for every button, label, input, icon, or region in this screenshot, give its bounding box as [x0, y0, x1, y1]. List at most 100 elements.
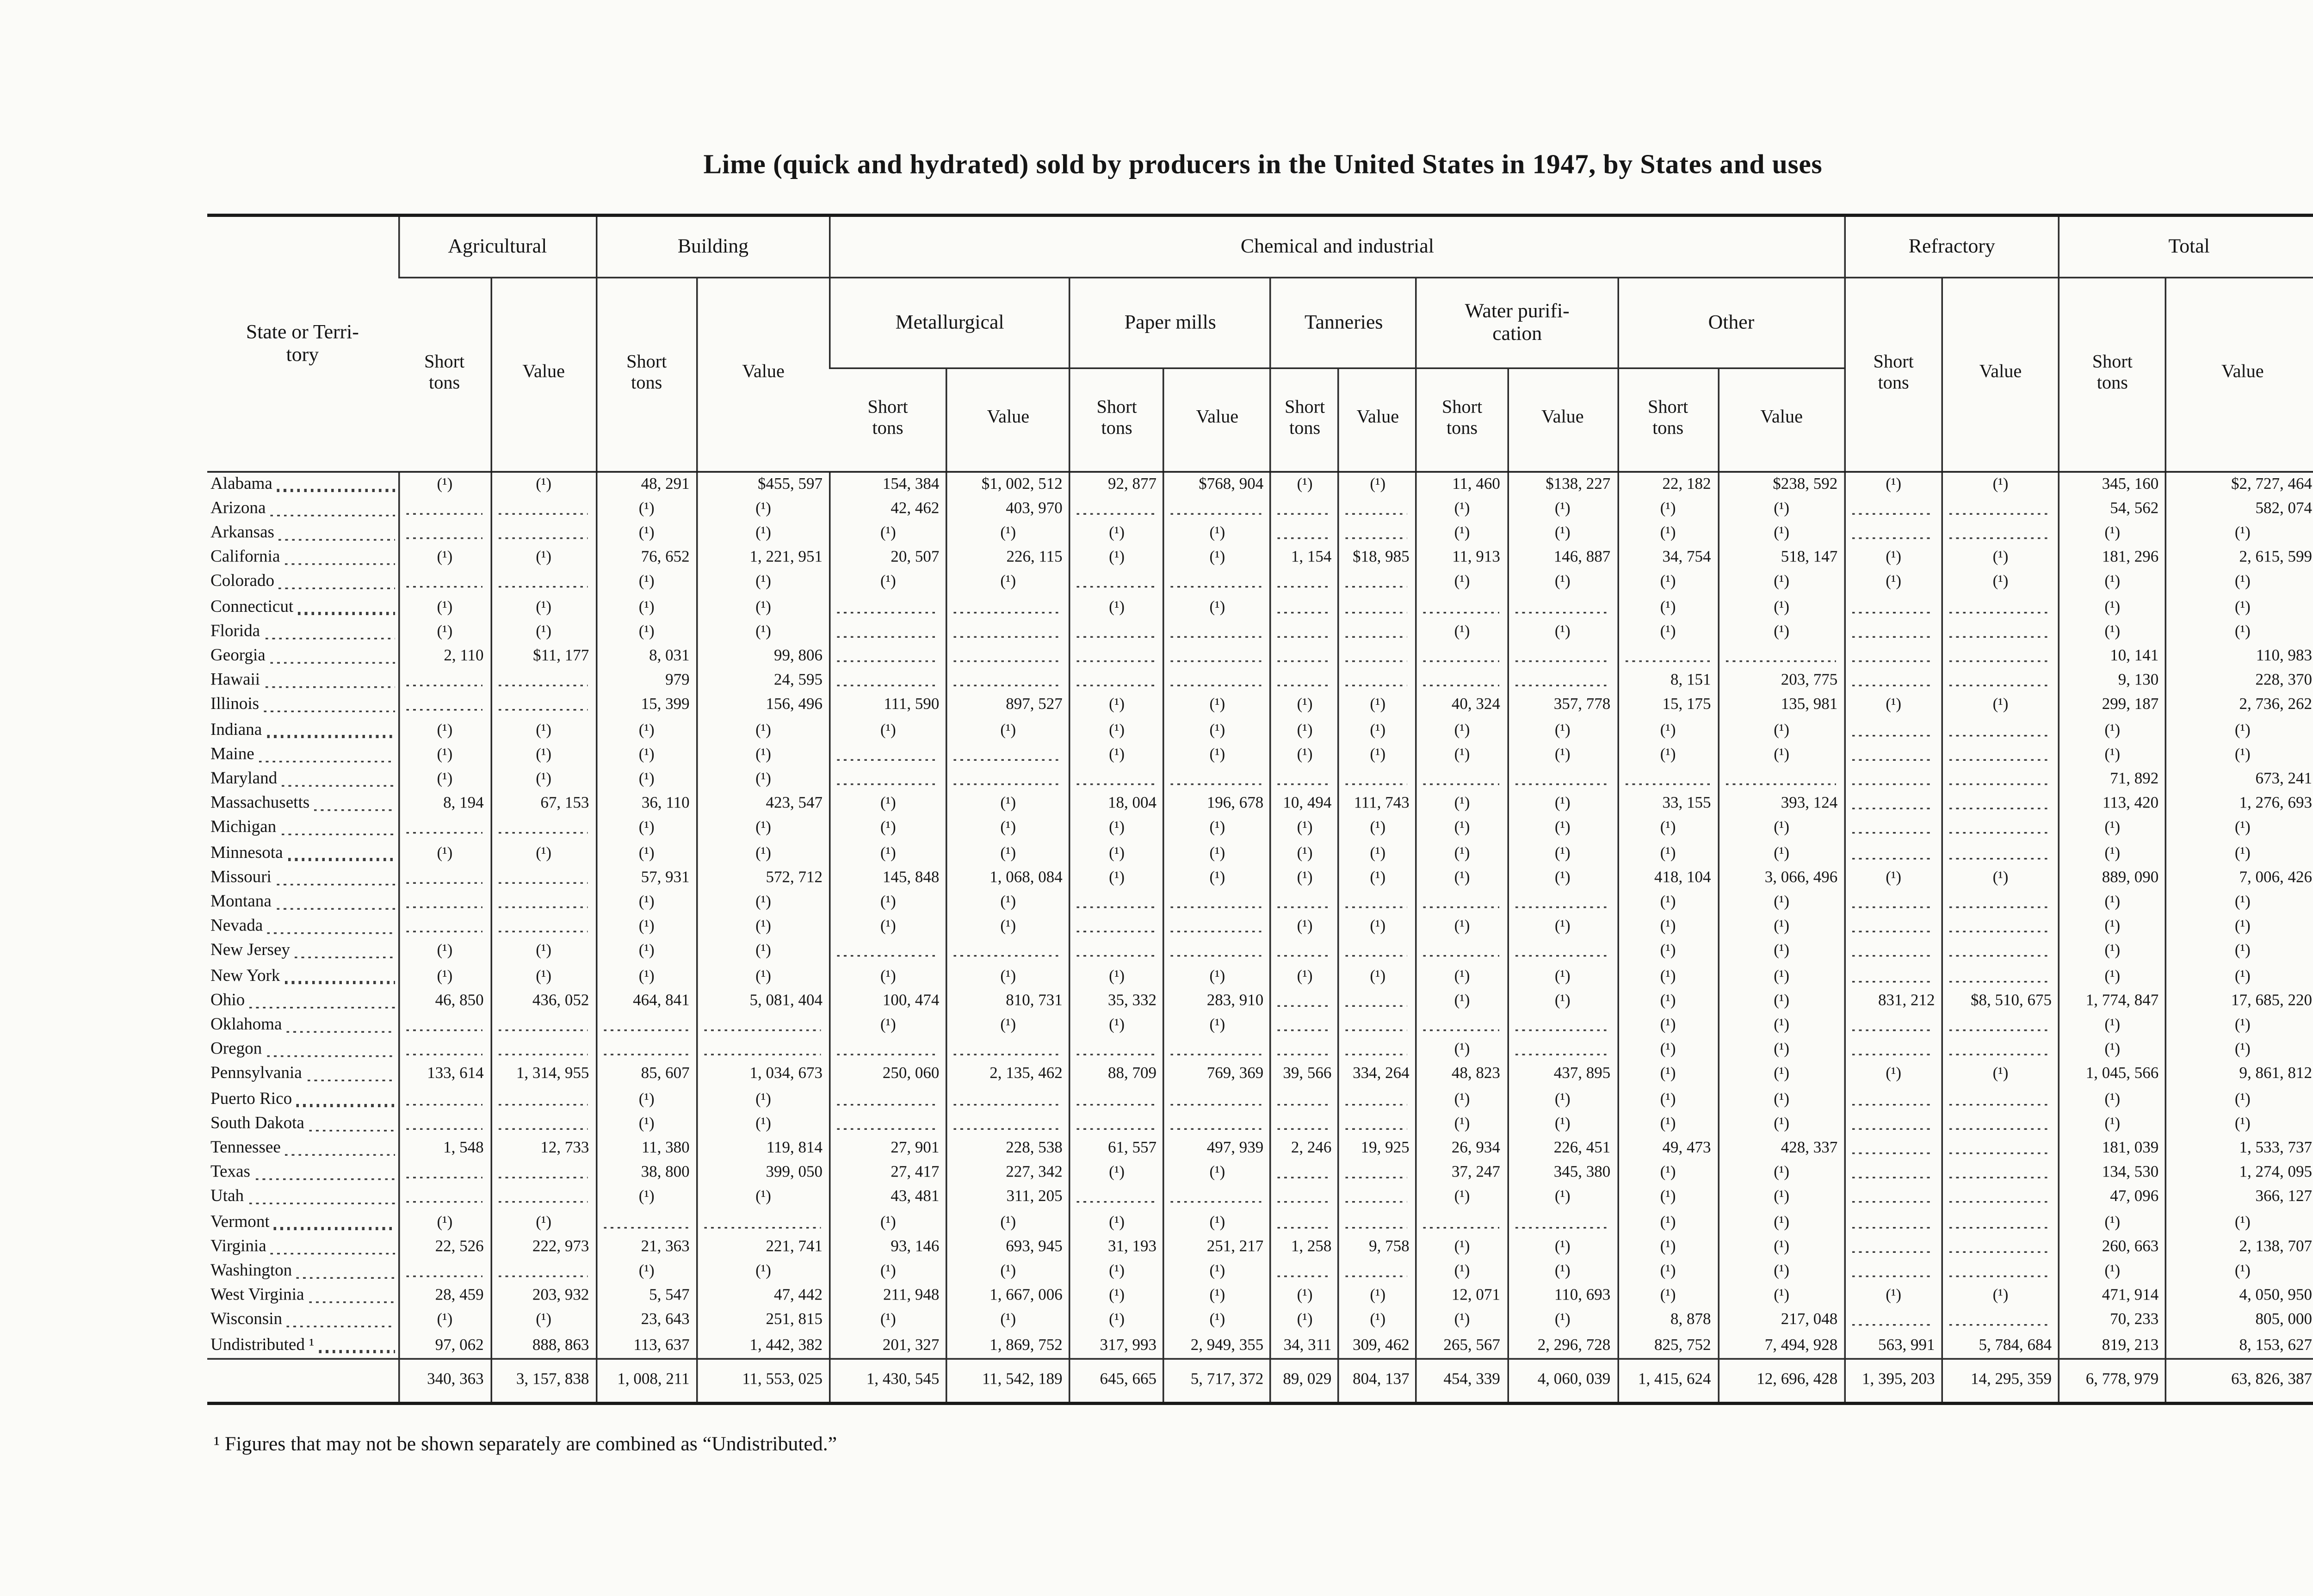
refractory-short-tons-header: Short tons [1844, 277, 1942, 472]
data-cell [1941, 939, 2059, 964]
data-cell: (¹) [696, 521, 830, 546]
state-label: West Virginia [210, 1287, 304, 1305]
data-cell [1941, 1259, 2059, 1284]
data-cell: 92, 877 [1069, 471, 1164, 497]
data-cell: 563, 991 [1844, 1333, 1942, 1359]
data-cell [946, 668, 1070, 694]
data-cell: (¹) [595, 1259, 697, 1284]
state-cell: Massachusetts [207, 792, 399, 816]
data-cell: (¹) [1270, 964, 1339, 989]
data-cell: (¹) [946, 890, 1070, 915]
dot-leader [298, 612, 395, 615]
data-cell [1416, 767, 1508, 792]
dot-leader [277, 489, 395, 492]
data-cell [1338, 496, 1417, 521]
data-cell: (¹) [490, 1210, 597, 1235]
data-cell: 805, 000 [2165, 1308, 2313, 1333]
state-cell: Nevada [207, 915, 399, 939]
data-cell [1617, 767, 1719, 792]
data-cell: (¹) [1617, 742, 1719, 767]
data-cell: (¹) [1416, 915, 1508, 940]
data-cell: (¹) [1270, 816, 1339, 841]
data-cell: 6, 778, 979 [2058, 1357, 2166, 1405]
data-cell [397, 1013, 491, 1038]
data-cell: (¹) [1338, 816, 1417, 841]
data-cell: (¹) [1163, 1284, 1271, 1309]
data-cell: 1, 774, 847 [2058, 988, 2166, 1013]
data-cell [946, 644, 1070, 669]
data-cell: 47, 096 [2058, 1185, 2166, 1210]
data-cell: (¹) [595, 521, 697, 546]
state-label: Pennsylvania [210, 1066, 302, 1084]
data-cell: (¹) [1069, 545, 1164, 571]
data-cell: (¹) [1338, 471, 1417, 497]
data-cell [397, 668, 491, 694]
data-cell [1941, 718, 2059, 743]
data-cell: (¹) [1717, 1259, 1845, 1284]
data-cell: 54, 562 [2058, 496, 2166, 521]
data-cell: (¹) [1416, 718, 1508, 743]
data-cell [1163, 890, 1271, 915]
state-cell: Washington [207, 1259, 399, 1284]
data-cell [1506, 939, 1618, 964]
data-cell [397, 1161, 491, 1186]
table-row: Arizona (¹) (¹) 42, 462 403, 970 (¹) (¹) (¹) (¹)… [207, 496, 2313, 521]
table-row: Puerto Rico (¹) (¹) (¹) (¹) (¹) (¹) (¹) (¹) [207, 1087, 2313, 1112]
table-row: Vermont (¹) (¹) (¹) (¹) (¹) (¹) (¹) (¹) (¹) (¹) [207, 1210, 2313, 1235]
data-cell [1941, 1234, 2059, 1259]
data-cell [829, 767, 947, 792]
data-cell: (¹) [595, 841, 697, 866]
data-cell [1941, 1308, 2059, 1333]
data-cell: 2, 949, 355 [1163, 1333, 1271, 1359]
data-cell: 12, 071 [1416, 1284, 1508, 1309]
data-cell [490, 865, 597, 890]
data-cell [1941, 644, 2059, 669]
data-cell: (¹) [595, 767, 697, 792]
data-cell: (¹) [829, 718, 947, 743]
state-label: Michigan [210, 820, 277, 838]
data-cell: 11, 913 [1416, 545, 1508, 571]
data-cell: 146, 887 [1506, 545, 1618, 571]
data-cell: (¹) [595, 1087, 697, 1112]
data-cell: 464, 841 [595, 988, 697, 1013]
dot-leader [319, 1350, 395, 1353]
data-cell: (¹) [1069, 693, 1164, 718]
dot-leader [282, 784, 395, 787]
data-cell [1338, 570, 1417, 595]
data-cell: (¹) [1617, 1013, 1719, 1038]
table-row: Indiana (¹) (¹) (¹) (¹) (¹) (¹) (¹) (¹) (¹) (¹) (¹)… [207, 718, 2313, 743]
table-row: Arkansas (¹) (¹) (¹) (¹) (¹) (¹) (¹) (¹) (¹) (¹) (¹… [207, 521, 2313, 546]
data-cell [1844, 767, 1942, 792]
dot-leader [276, 883, 395, 885]
data-cell: (¹) [829, 791, 947, 817]
data-cell [829, 1087, 947, 1112]
data-cell [1270, 1111, 1339, 1136]
data-cell: 1, 415, 624 [1617, 1357, 1719, 1405]
data-cell: (¹) [1844, 865, 1942, 890]
state-cell: Pennsylvania [207, 1062, 399, 1087]
state-label: Wisconsin [210, 1312, 283, 1330]
state-label: Oregon [210, 1041, 262, 1059]
table-header: State or Terri- tory Agricultural Buildi… [207, 215, 2313, 472]
data-cell: (¹) [1416, 865, 1508, 890]
data-cell: 9, 861, 812 [2165, 1062, 2313, 1087]
data-cell: 1, 314, 955 [490, 1062, 597, 1087]
total-value-header: Value [2165, 277, 2313, 472]
data-cell: (¹) [829, 964, 947, 989]
state-label: Illinois [210, 696, 260, 715]
data-cell: 5, 717, 372 [1163, 1357, 1271, 1405]
data-cell: (¹) [1717, 1185, 1845, 1210]
data-cell: (¹) [2058, 570, 2166, 595]
data-cell: (¹) [1506, 915, 1618, 940]
data-cell: (¹) [2165, 1259, 2313, 1284]
data-cell: 145, 848 [829, 865, 947, 890]
data-cell: (¹) [595, 1185, 697, 1210]
data-cell [829, 742, 947, 767]
data-cell: (¹) [595, 742, 697, 767]
data-cell [1617, 644, 1719, 669]
data-cell: (¹) [1506, 816, 1618, 841]
data-cell: (¹) [1617, 816, 1719, 841]
subgroup-other: Other [1617, 277, 1845, 369]
data-cell: (¹) [1717, 496, 1845, 521]
data-cell: (¹) [1069, 1284, 1164, 1309]
